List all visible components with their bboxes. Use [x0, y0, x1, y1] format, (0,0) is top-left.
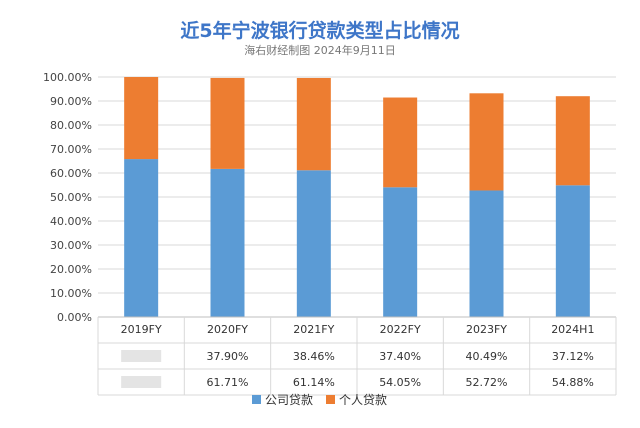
bar-personal-loan	[555, 96, 590, 186]
category-label: 2020FY	[207, 323, 248, 336]
legend-label: 公司贷款	[265, 393, 313, 407]
data-label: 38.46%	[293, 350, 335, 363]
y-tick-label: 60.00%	[50, 167, 92, 180]
category-label: 2023FY	[466, 323, 507, 336]
y-tick-label: 50.00%	[50, 191, 92, 204]
y-tick-label: 0.00%	[57, 311, 92, 324]
data-label: 40.49%	[466, 350, 508, 363]
grid-layer: 0.00% 10.00% 20.00% 30.00% 40.00% 50.00% 60.00…	[43, 71, 616, 324]
chart-subtitle: 海右财经制图 2024年9月11日	[244, 43, 396, 57]
obscured-cell	[121, 350, 162, 362]
category-label: 2022FY	[380, 323, 421, 336]
bar-corporate-loan	[383, 187, 418, 317]
bar-personal-loan	[210, 77, 245, 169]
y-tick-label: 70.00%	[50, 143, 92, 156]
y-tick-label: 100.00%	[43, 71, 92, 84]
data-label: 37.40%	[379, 350, 421, 363]
data-label: 61.71%	[207, 376, 249, 389]
bar-corporate-loan	[555, 185, 590, 317]
data-label: 54.05%	[379, 376, 421, 389]
bar-personal-loan	[124, 77, 159, 160]
data-label: 54.88%	[552, 376, 594, 389]
y-tick-label: 20.00%	[50, 263, 92, 276]
y-tick-label: 40.00%	[50, 215, 92, 228]
legend-swatch	[326, 395, 335, 404]
bars-layer	[124, 77, 590, 317]
bar-corporate-loan	[210, 168, 245, 317]
legend-label: 个人贷款	[339, 393, 387, 407]
obscured-cell	[121, 376, 162, 388]
category-label: 2019FY	[121, 323, 162, 336]
data-label: 61.14%	[293, 376, 335, 389]
legend-swatch	[252, 395, 261, 404]
legend: 公司贷款 个人贷款	[252, 393, 387, 407]
y-tick-label: 80.00%	[50, 119, 92, 132]
data-label: 52.72%	[466, 376, 508, 389]
bar-personal-loan	[383, 97, 418, 188]
data-label: 37.12%	[552, 350, 594, 363]
bar-corporate-loan	[124, 159, 159, 317]
bar-corporate-loan	[296, 170, 331, 317]
bar-personal-loan	[296, 77, 331, 171]
y-tick-label: 30.00%	[50, 239, 92, 252]
data-table: 2019FY 2020FY 2021FY 2022FY 2023FY 2024H1 37.9…	[97, 316, 617, 396]
data-label: 37.90%	[207, 350, 249, 363]
chart-title: 近5年宁波银行贷款类型占比情况	[180, 19, 459, 42]
bar-personal-loan	[469, 93, 504, 191]
category-label: 2021FY	[293, 323, 334, 336]
bar-corporate-loan	[469, 190, 504, 317]
category-label: 2024H1	[551, 323, 594, 336]
y-tick-label: 10.00%	[50, 287, 92, 300]
y-tick-label: 90.00%	[50, 95, 92, 108]
